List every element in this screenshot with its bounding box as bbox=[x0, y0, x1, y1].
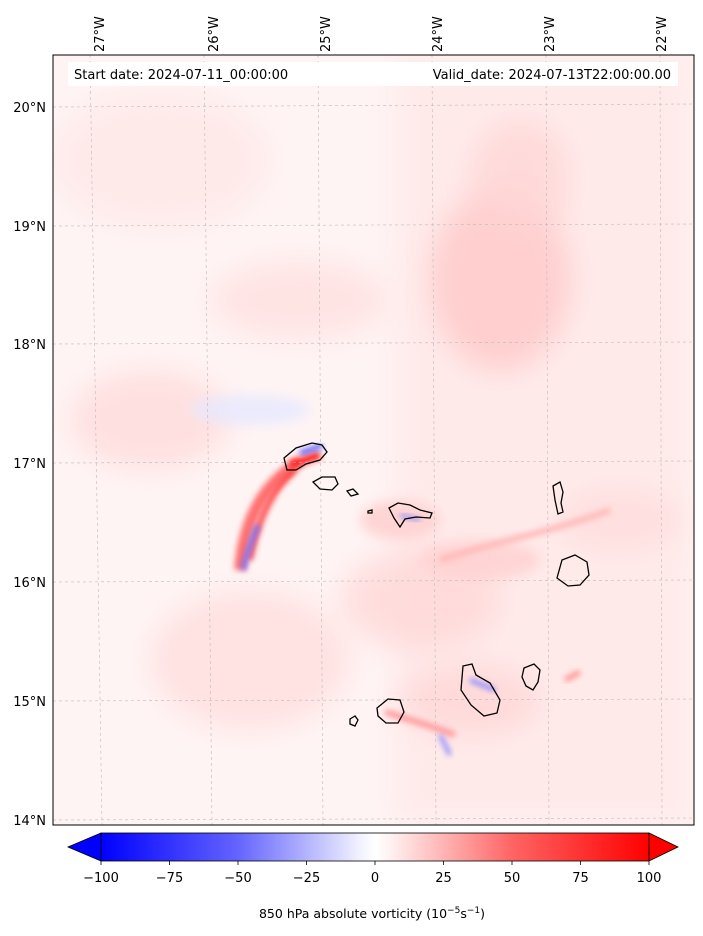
map-area: Start date: 2024-07-11_00:00:00 Valid_da… bbox=[52, 54, 695, 826]
colorbar-extend-left bbox=[66, 832, 102, 862]
lon-label: 26°W bbox=[207, 16, 222, 52]
lon-label: 27°W bbox=[93, 16, 108, 52]
lat-label: 16°N bbox=[13, 576, 46, 591]
longitude-labels: 27°W 26°W 25°W 24°W 23°W 22°W bbox=[93, 16, 670, 52]
island-santiago bbox=[460, 663, 501, 717]
lat-label: 18°N bbox=[13, 338, 46, 353]
map-frame bbox=[52, 54, 695, 826]
lat-label: 14°N bbox=[13, 814, 46, 829]
colorbar-tick-label: 0 bbox=[371, 871, 379, 886]
island-maio bbox=[521, 663, 541, 691]
colorbar-tick-label: 25 bbox=[435, 871, 452, 886]
lat-label: 20°N bbox=[13, 101, 46, 116]
latitude-labels: 20°N 19°N 18°N 17°N 16°N 15°N 14°N bbox=[13, 101, 46, 829]
lon-label: 23°W bbox=[543, 16, 558, 52]
lat-label: 19°N bbox=[13, 220, 46, 235]
island-santa-luzia bbox=[345, 488, 360, 497]
header-box bbox=[68, 62, 678, 86]
island-sao-nicolau bbox=[388, 502, 433, 529]
colorbar-tick-label: 50 bbox=[504, 871, 521, 886]
island-razo bbox=[367, 509, 373, 514]
valid-date-label: Valid_date: 2024-07-13T22:00:00.00 bbox=[433, 68, 671, 83]
lon-label: 22°W bbox=[655, 16, 670, 52]
colorbar: −100 −75 −50 −25 0 25 50 75 100 850 hPa … bbox=[66, 832, 679, 921]
map-gridlines bbox=[52, 54, 695, 826]
island-sao-vicente bbox=[311, 476, 339, 491]
colorbar-tick-labels: −100 −75 −50 −25 0 25 50 75 100 bbox=[83, 871, 661, 886]
colorbar-body bbox=[100, 832, 650, 862]
island-boa-vista bbox=[556, 554, 590, 587]
colorbar-extend-right bbox=[648, 832, 679, 862]
colorbar-tick-label: −50 bbox=[224, 871, 251, 886]
coastlines bbox=[283, 442, 590, 727]
lat-label: 15°N bbox=[13, 695, 46, 710]
island-fogo bbox=[376, 698, 405, 724]
colorbar-tick-label: 75 bbox=[572, 871, 589, 886]
colorbar-tick-label: 100 bbox=[637, 871, 662, 886]
colorbar-ticks bbox=[100, 861, 650, 865]
colorbar-label: 850 hPa absolute vorticity (10−5s−1) bbox=[259, 906, 485, 921]
colorbar-tick-label: −25 bbox=[293, 871, 320, 886]
island-brava bbox=[349, 715, 359, 727]
lon-label: 25°W bbox=[319, 16, 334, 52]
island-santo-antao bbox=[283, 442, 328, 471]
colorbar-tick-label: −75 bbox=[156, 871, 183, 886]
island-sal bbox=[552, 481, 564, 515]
vorticity-field bbox=[53, 55, 694, 825]
start-date-label: Start date: 2024-07-11_00:00:00 bbox=[74, 68, 288, 83]
lon-label: 24°W bbox=[431, 16, 446, 52]
colorbar-tick-label: −100 bbox=[83, 871, 119, 886]
lat-label: 17°N bbox=[13, 457, 46, 472]
